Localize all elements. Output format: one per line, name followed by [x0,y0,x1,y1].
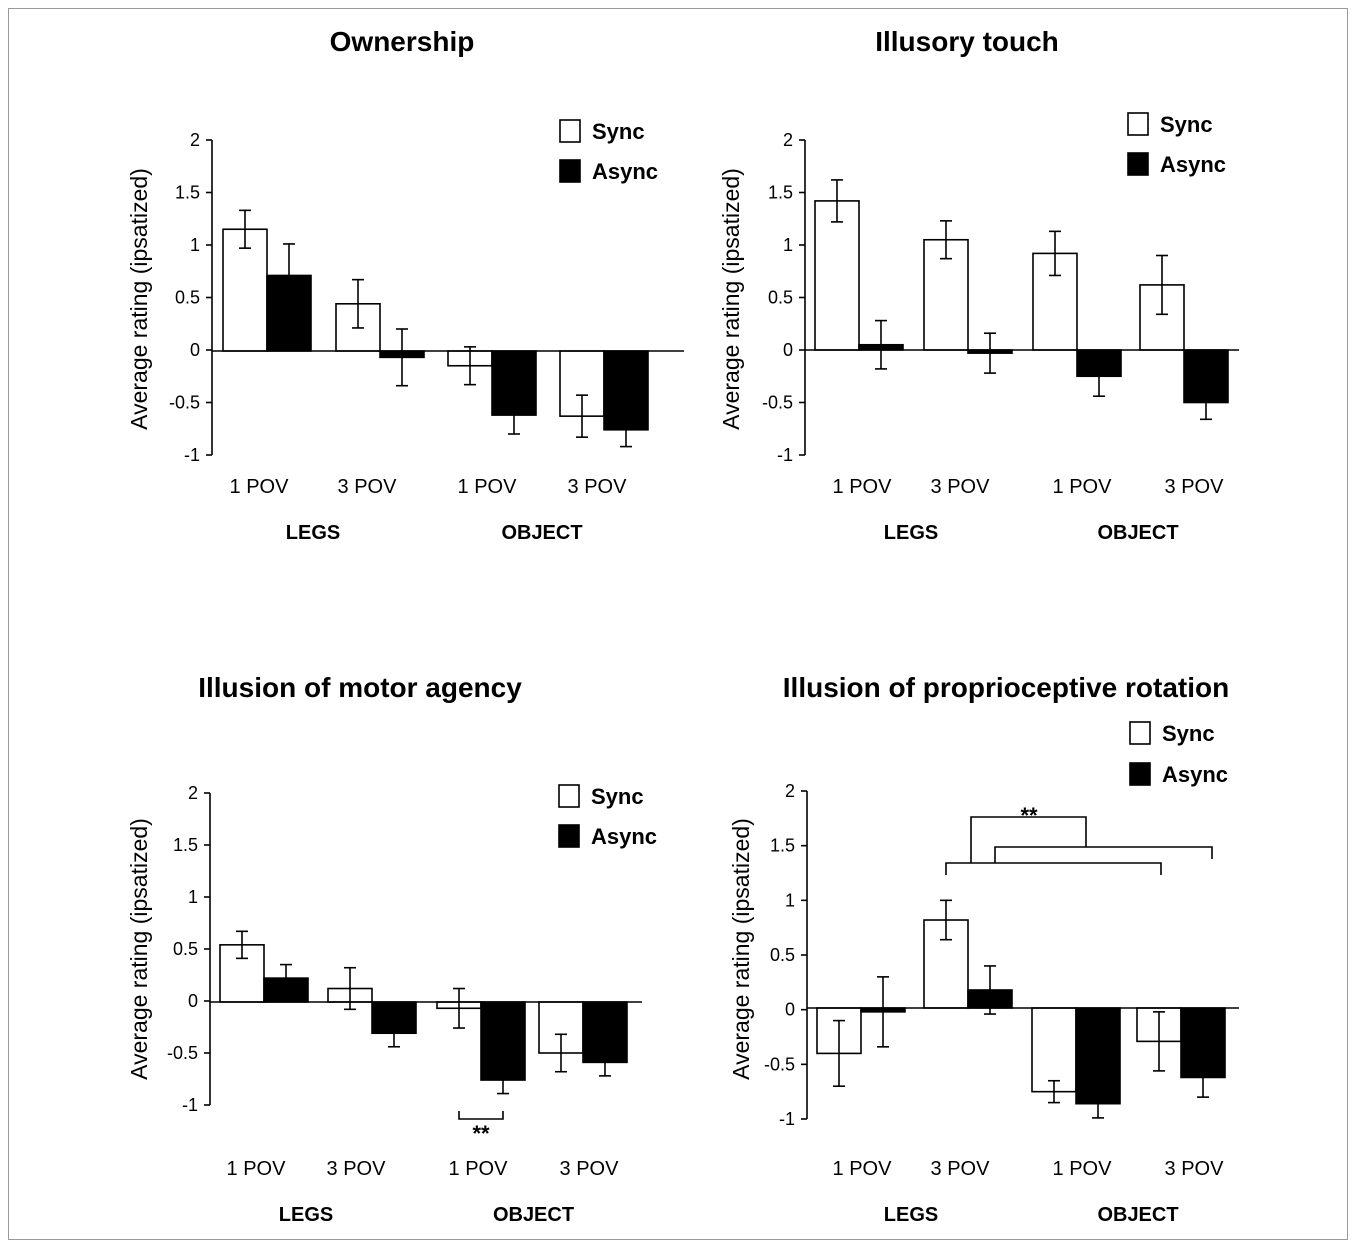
y-tick-label: 0 [188,991,198,1011]
x-group-label: OBJECT [493,1204,574,1226]
legend: Sync Async [558,784,657,849]
x-group-label: LEGS [884,1204,938,1226]
y-tick-label: 2 [188,783,198,803]
bar-async-3 [1075,1007,1121,1105]
legend-label: Sync [1162,721,1215,746]
legend-label: Sync [1160,112,1213,137]
y-tick-label: 1 [783,235,793,255]
y-tick-label: -0.5 [167,1043,198,1063]
legend-label: Async [592,159,658,184]
chart-title: Illusion of motor agency [198,672,522,703]
chart-panel-4: Illusion of proprioceptive rotation 2 1.5 1… [728,672,1239,1226]
y-tick-label: 1 [785,890,795,910]
y-tick-label: 2 [190,130,200,150]
x-category-label: 3 POV [560,1158,620,1180]
chart-panel-1: Ownership 2 1.5 1 0.5 0 -0.5 -1 Average rating (… [126,26,684,544]
x-category-label: 1 POV [230,476,290,498]
y-tick-label: -1 [777,445,793,465]
legend: Sync Async [1129,721,1228,787]
y-tick-label: 1 [188,887,198,907]
y-tick-label: -1 [182,1095,198,1115]
y-tick-label: -1 [779,1109,795,1129]
legend-swatch-sync [1127,112,1149,136]
figure-panel: Ownership 2 1.5 1 0.5 0 -0.5 -1 Average rating (… [8,8,1348,1240]
significance-marker: ** [1020,803,1038,828]
x-group-label: LEGS [884,522,938,544]
y-tick-label: 1.5 [768,183,793,203]
y-axis-label: Average rating (ipsatized) [126,168,152,430]
x-category-label: 1 POV [1053,476,1113,498]
y-axis-label: Average rating (ipsatized) [728,818,754,1080]
legend-swatch-async [1129,762,1151,786]
legend-label: Sync [592,119,645,144]
x-category-label: 1 POV [449,1158,509,1180]
bar-sync-3 [1031,1007,1077,1093]
x-group-label: LEGS [286,522,340,544]
significance-bracket-left [945,862,1162,875]
y-tick-label: -1 [184,445,200,465]
x-category-label: 3 POV [338,476,398,498]
legend-swatch-sync [558,784,580,808]
y-tick-label: 0.5 [175,288,200,308]
legend-swatch-async [1127,152,1149,176]
x-category-label: 3 POV [327,1158,387,1180]
x-category-label: 1 POV [833,476,893,498]
legend-label: Async [591,824,657,849]
legend-swatch-sync [1129,721,1151,745]
chart-title: Illusory touch [875,26,1059,57]
significance-marker: ** [472,1121,490,1146]
y-tick-label: 0.5 [173,939,198,959]
x-group-label: OBJECT [501,522,582,544]
y-tick-label: 1.5 [770,836,795,856]
bar-sync-1 [814,200,860,351]
y-tick-label: 0 [783,340,793,360]
legend-label: Async [1160,152,1226,177]
x-category-label: 3 POV [931,1158,991,1180]
x-category-label: 1 POV [833,1158,893,1180]
y-tick-label: 0 [190,340,200,360]
y-tick-label: -0.5 [762,393,793,413]
x-category-label: 3 POV [931,476,991,498]
x-category-label: 3 POV [568,476,628,498]
legend: Sync Async [559,119,658,184]
x-category-label: 1 POV [227,1158,287,1180]
chart-title: Illusion of proprioceptive rotation [783,672,1229,703]
legend-swatch-sync [559,119,581,143]
x-group-label: LEGS [279,1204,333,1226]
chart-panel-3: Illusion of motor agency 2 1.5 1 0.5 0 -0.5 -1 A… [126,672,657,1226]
y-tick-label: 2 [783,130,793,150]
y-axis-label: Average rating (ipsatized) [718,168,744,430]
y-tick-label: 2 [785,781,795,801]
chart-panel-2: Illusory touch 2 1.5 1 0.5 0 -0.5 -1 Average rat… [718,26,1239,544]
significance-bracket-top [970,816,1087,863]
y-tick-label: -0.5 [169,393,200,413]
y-tick-label: 1.5 [175,183,200,203]
chart-title: Ownership [330,26,475,57]
legend-label: Async [1162,762,1228,787]
x-category-label: 3 POV [1165,476,1225,498]
legend-swatch-async [558,824,580,848]
y-tick-label: 0.5 [770,945,795,965]
x-group-label: OBJECT [1097,1204,1178,1226]
y-axis-label: Average rating (ipsatized) [126,818,152,1080]
bar-sync-1 [222,228,268,352]
x-category-label: 3 POV [1165,1158,1225,1180]
x-category-label: 1 POV [1053,1158,1113,1180]
x-group-label: OBJECT [1097,522,1178,544]
significance-bracket-right [994,846,1213,863]
y-tick-label: 1 [190,235,200,255]
chart-canvas: Ownership 2 1.5 1 0.5 0 -0.5 -1 Average rating (… [126,26,1239,1226]
legend: Sync Async [1127,112,1226,177]
y-tick-label: -0.5 [764,1054,795,1074]
x-category-label: 1 POV [458,476,518,498]
significance-bracket [458,1111,504,1120]
y-tick-label: 0.5 [768,288,793,308]
legend-swatch-async [559,159,581,183]
legend-label: Sync [591,784,644,809]
y-tick-label: 1.5 [173,835,198,855]
y-tick-label: 0 [785,1000,795,1020]
